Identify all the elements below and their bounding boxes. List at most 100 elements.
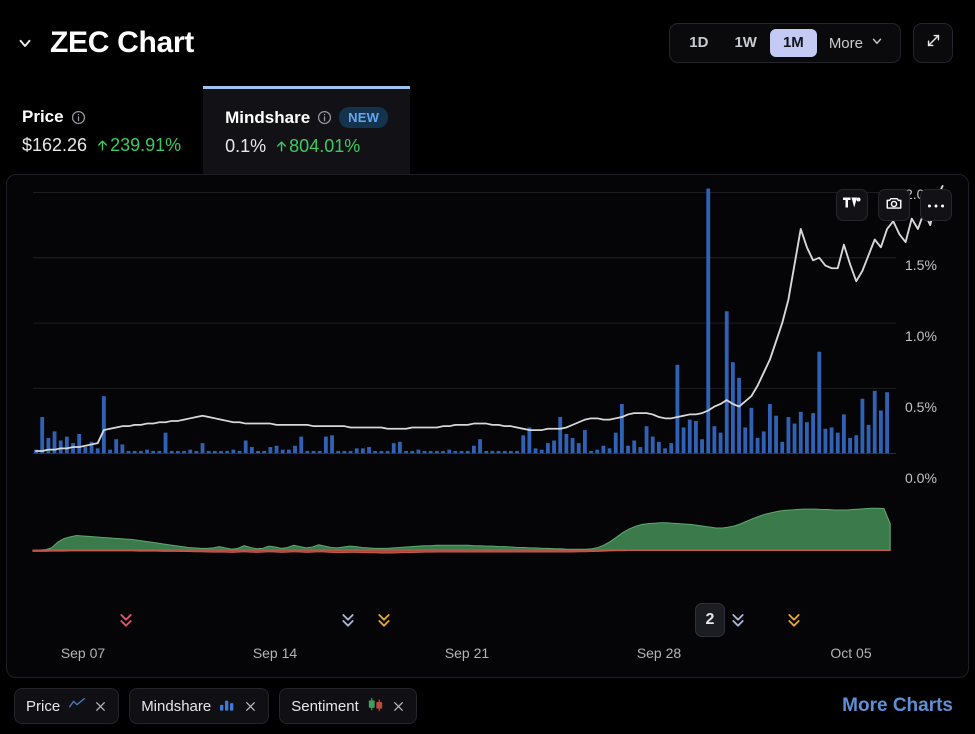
mindshare-bar [453,450,458,454]
range-button-1m[interactable]: 1M [769,29,817,57]
tab-mindshare-body: 0.1% 804.01% [225,136,388,157]
chart-toolbar [836,189,952,221]
marker-count-badge[interactable]: 2 [695,603,725,637]
x-axis-tick: Sep 21 [444,645,490,661]
close-icon[interactable] [244,700,257,713]
mindshare-bar [626,445,630,454]
chip-label: Mindshare [141,697,212,715]
price-delta-value: 239.91% [110,135,182,155]
mindshare-bar [151,450,156,454]
mindshare-bar [373,450,378,454]
mindshare-bar [64,436,69,454]
chevron-down-icon[interactable] [14,32,36,54]
mindshare-bar [706,188,711,454]
mindshare-bar [132,450,137,454]
tradingview-button[interactable] [836,189,868,221]
mindshare-bar [638,447,643,454]
info-circle-icon[interactable] [317,110,332,125]
chip-label: Sentiment [291,697,359,715]
mindshare-bar [459,450,464,454]
chart-header: ZEC Chart 1D 1W 1M More [0,0,975,86]
mindshare-bar [212,450,217,454]
info-circle-icon[interactable] [71,110,86,125]
mindshare-bar [40,417,45,454]
price-line [35,185,944,452]
range-selector: 1D 1W 1M More [669,23,901,63]
mindshare-bar [225,450,230,454]
close-icon[interactable] [392,700,405,713]
mindshare-bar [58,440,63,454]
plot-area[interactable] [7,175,968,677]
mindshare-bars [34,188,889,454]
mindshare-bar [539,449,544,454]
mindshare-bar [761,431,766,454]
mindshare-delta-value: 804.01% [289,136,361,156]
mindshare-bar [163,432,168,454]
series-chip-sentiment[interactable]: Sentiment [279,688,417,724]
mindshare-bar [434,450,439,454]
mindshare-bar [249,447,254,454]
mindshare-bar [354,448,359,454]
mindshare-bar [767,403,772,454]
screenshot-button[interactable] [878,189,910,221]
mindshare-bar [126,450,131,454]
mindshare-bar [465,450,470,454]
x-axis-tick: Oct 05 [830,645,872,661]
mindshare-bar [804,422,809,454]
series-chip-mindshare[interactable]: Mindshare [129,688,270,724]
mindshare-bar [669,443,674,454]
more-options-button[interactable] [920,189,952,221]
mindshare-bar [496,450,501,454]
event-marker-blue[interactable] [339,611,357,631]
header-controls: 1D 1W 1M More [669,23,953,63]
event-marker-orange[interactable] [375,611,393,631]
mindshare-bar [428,450,433,454]
series-chips: Price Mindshare Sentiment [14,688,417,724]
mindshare-bar [842,414,846,454]
mindshare-bar [613,432,618,454]
mindshare-bar [872,390,877,454]
range-more-button[interactable]: More [817,29,894,57]
tab-mindshare[interactable]: Mindshare NEW 0.1% 804.01% [203,86,411,174]
arrow-up-icon [98,140,108,151]
mindshare-bar [391,443,396,454]
bar-chart-icon [220,697,235,715]
range-button-1d[interactable]: 1D [676,29,721,57]
tab-price[interactable]: Price $162.26 239.91% [0,86,203,174]
ellipsis-icon [927,196,945,214]
mindshare-bar [280,449,285,454]
mindshare-bar [169,450,174,454]
expand-button[interactable] [913,23,953,63]
mindshare-bar [188,449,193,454]
mindshare-bar [182,450,186,454]
chart-footer: Price Mindshare Sentiment More Charts [0,678,975,734]
close-icon[interactable] [94,700,107,713]
mindshare-bar [360,448,365,454]
mindshare-bar [786,417,791,454]
page-title: ZEC Chart [50,26,194,59]
mindshare-bar [811,413,815,454]
mindshare-bar [348,450,353,454]
mindshare-bar [774,415,778,454]
range-button-1w[interactable]: 1W [721,29,770,57]
line-chart-icon [69,697,86,715]
event-marker-blue[interactable] [729,611,747,631]
mindshare-bar [219,450,223,454]
mindshare-bar [46,437,51,454]
mindshare-bar [527,427,532,454]
more-charts-link[interactable]: More Charts [842,695,953,716]
event-marker-red[interactable] [117,611,135,631]
tab-price-body: $162.26 239.91% [22,135,181,156]
series-chip-price[interactable]: Price [14,688,120,724]
mindshare-bar [120,444,125,454]
mindshare-bar [687,419,692,454]
sentiment-positive-area [32,507,891,551]
camera-icon [885,194,903,217]
mindshare-bar [237,450,242,454]
price-delta: 239.91% [96,135,181,156]
mindshare-bar [576,443,581,454]
event-marker-orange[interactable] [785,611,803,631]
x-axis-tick: Sep 28 [636,645,682,661]
mindshare-bar [200,443,205,454]
stat-tabs: Price $162.26 239.91% Mindshare NEW [0,86,975,174]
